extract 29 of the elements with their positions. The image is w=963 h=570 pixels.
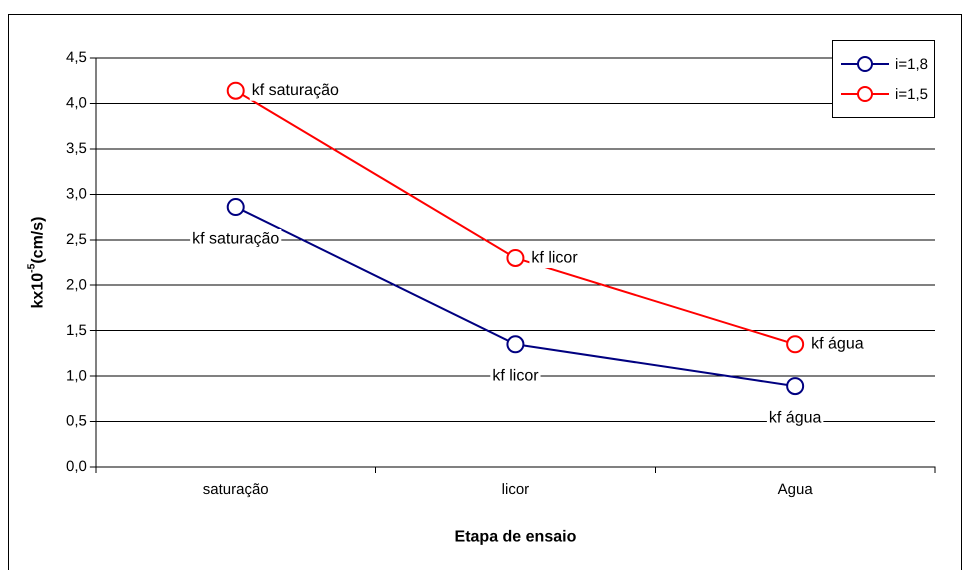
y-tick-label: 4,5 bbox=[66, 49, 87, 66]
y-tick-label: 4,0 bbox=[66, 94, 87, 112]
y-axis-title: kx10-5(cm/s) bbox=[26, 216, 46, 308]
annotation: kf licor bbox=[492, 368, 540, 385]
legend-label: i=1,8 bbox=[895, 56, 928, 72]
point bbox=[506, 248, 524, 267]
x-axis-title: Etapa de ensaio bbox=[454, 528, 577, 546]
y-tick-label: 3,5 bbox=[66, 140, 87, 158]
annotation: kf água bbox=[768, 410, 822, 427]
x-tick-label: Agua bbox=[778, 481, 814, 498]
y-tick-label: 0,5 bbox=[66, 412, 87, 430]
annotation: kf licor bbox=[531, 249, 578, 266]
x-tick-label: licor bbox=[502, 481, 530, 498]
y-tick-label: 1,0 bbox=[66, 367, 87, 384]
legend-label: i=1,5 bbox=[895, 86, 928, 102]
y-tick-label: 2,5 bbox=[66, 230, 87, 248]
point bbox=[226, 198, 245, 216]
point bbox=[786, 335, 804, 354]
point bbox=[786, 377, 804, 396]
annotation: kf água bbox=[811, 336, 864, 353]
annotation: kf saturação bbox=[192, 230, 280, 248]
annotation: kf saturação bbox=[252, 82, 339, 100]
point bbox=[506, 335, 524, 354]
y-tick-label: 0,0 bbox=[66, 458, 87, 476]
point bbox=[226, 82, 245, 100]
y-tick-label: 1,5 bbox=[66, 322, 87, 339]
y-tick-label: 2,0 bbox=[66, 276, 87, 294]
y-tick-label: 3,0 bbox=[66, 185, 87, 202]
x-tick-label: saturação bbox=[202, 481, 269, 498]
